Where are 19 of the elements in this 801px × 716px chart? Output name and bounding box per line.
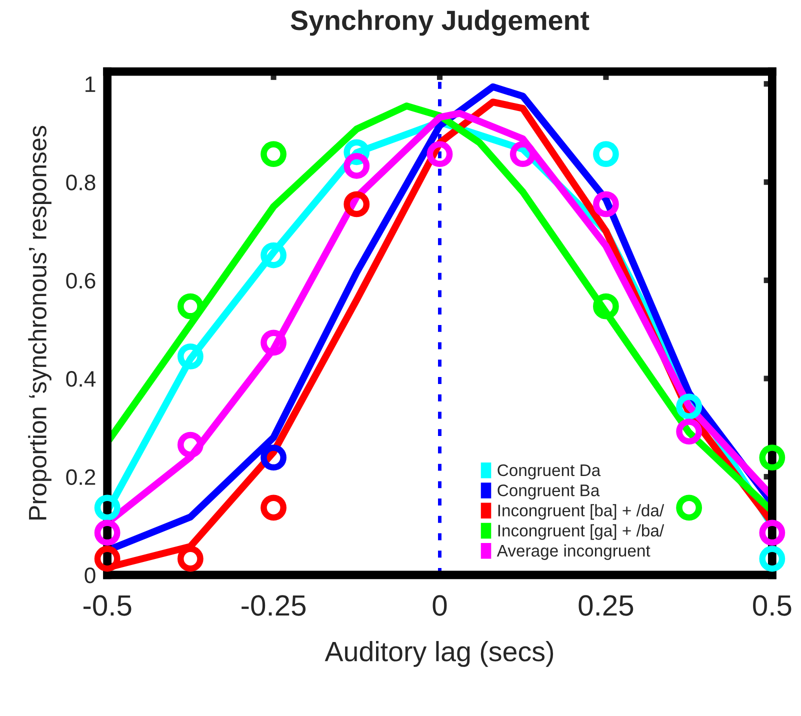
y-tick-label: 0.6 xyxy=(66,272,96,289)
y-axis-title: Proportion ‘synchronous’ responses xyxy=(28,126,52,520)
x-tick-label: 0.25 xyxy=(578,595,634,616)
x-tick-label: 0 xyxy=(432,595,447,616)
x-tick-label: -0.5 xyxy=(84,595,132,616)
y-tick-label: 0 xyxy=(84,567,96,584)
legend-label: Incongruent [ga] + /ba/ xyxy=(498,524,664,540)
y-tick-label: 0.8 xyxy=(66,174,96,190)
y-tick-label: 0.2 xyxy=(66,469,96,486)
x-tick-label: 0.5 xyxy=(753,595,792,616)
y-tick-label: 0.4 xyxy=(66,371,96,387)
legend-label: Congruent Da xyxy=(498,464,601,480)
x-tick-label: -0.25 xyxy=(242,595,306,616)
legend-label: Incongruent [ba] + /da/ xyxy=(498,504,664,520)
legend-label: Average incongruent xyxy=(496,544,650,560)
y-tick-label: 1 xyxy=(86,76,96,92)
legend-label: Congruent Ba xyxy=(498,484,600,500)
x-axis-title: Auditory lag (secs) xyxy=(324,641,554,667)
chart-title: Synchrony Judgement xyxy=(290,10,590,36)
